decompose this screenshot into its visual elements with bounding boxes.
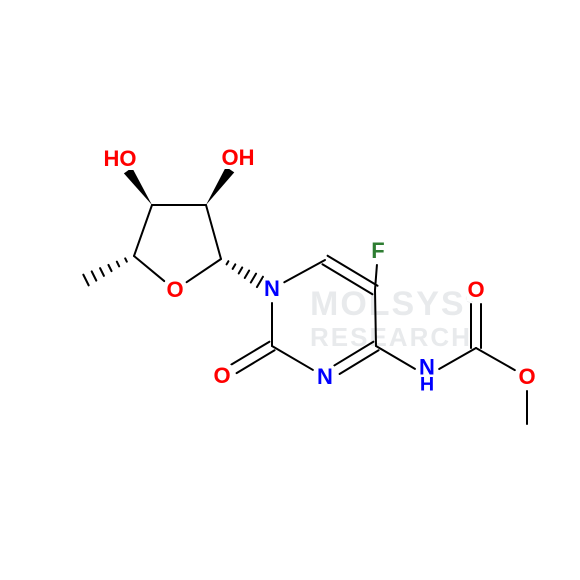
atom-label-F: F — [370, 240, 385, 262]
molecule-svg — [0, 0, 580, 580]
canvas: MOLSYS® RESEARCH OHOOHNNOFNHOO — [0, 0, 580, 580]
atom-label-OHa: HO — [103, 148, 138, 170]
atom-label-O14: O — [466, 279, 485, 301]
atom-label-OHb: OH — [221, 147, 256, 169]
atom-label-N2: N — [316, 366, 334, 388]
atom-label-O15: O — [517, 366, 536, 388]
atom-label-O1: O — [165, 279, 184, 301]
atom-label-N1: N — [263, 278, 281, 300]
atom-label-O12: O — [212, 365, 231, 387]
atom-label-N3: NH — [418, 357, 436, 396]
